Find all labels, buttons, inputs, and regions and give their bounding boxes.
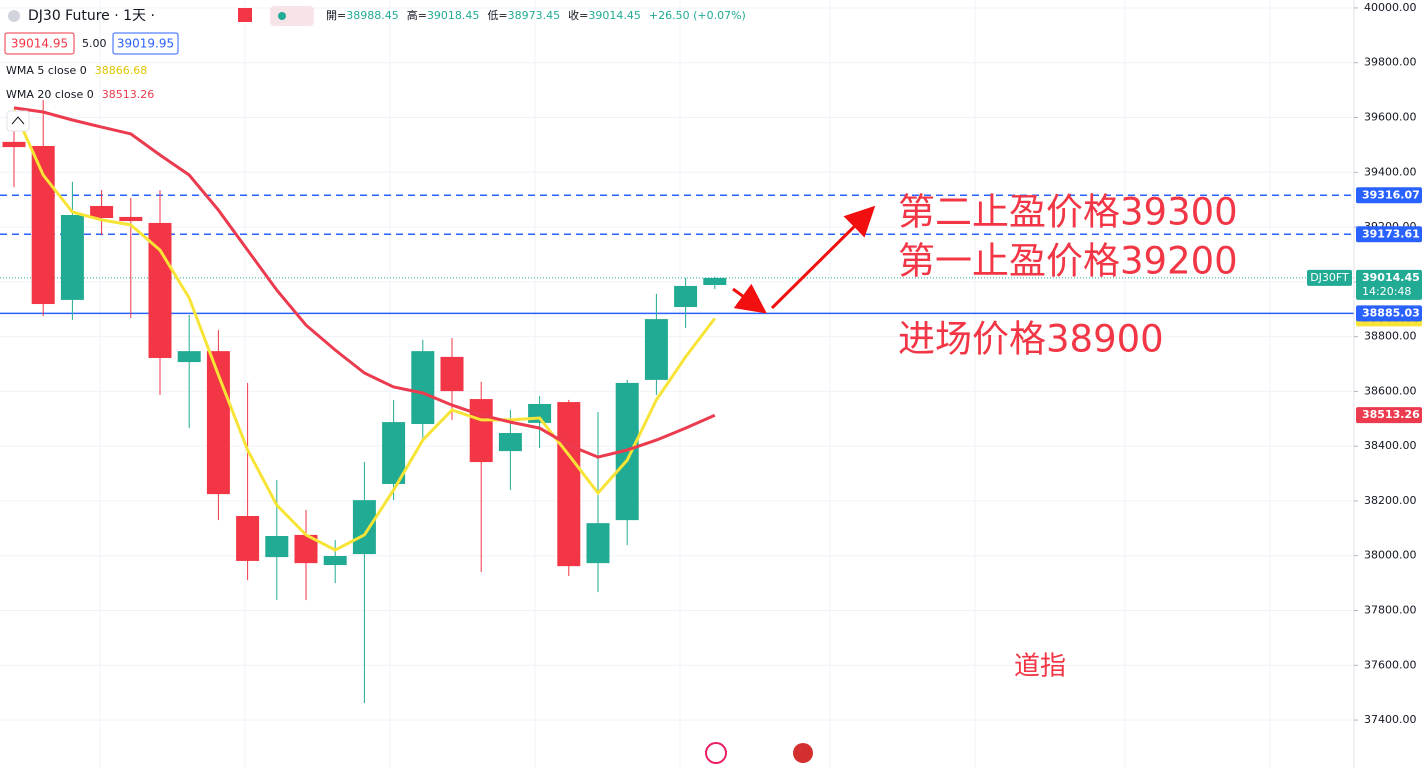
status-badge <box>270 6 314 26</box>
candle-body <box>265 536 289 558</box>
candle-body <box>352 500 376 555</box>
countdown: 14:20:48 <box>1362 285 1411 298</box>
flag-button[interactable] <box>238 8 252 22</box>
y-tick-label: 37600.00 <box>1364 658 1417 671</box>
indicator-line <box>13 106 716 459</box>
legend-name: WMA 20 close 0 <box>6 88 94 101</box>
candle-body <box>498 433 522 452</box>
candle-body <box>294 534 318 564</box>
y-tick-label: 37800.00 <box>1364 604 1417 617</box>
legend-value: 38866.68 <box>95 64 148 77</box>
y-tick-label: 38000.00 <box>1364 549 1417 562</box>
spread: 5.00 <box>82 37 107 50</box>
symbol-icon <box>8 10 20 22</box>
indicator-line <box>12 109 716 552</box>
y-tick-label: 38400.00 <box>1364 439 1417 452</box>
axis-price-label <box>1356 305 1422 322</box>
axis-price-label <box>1356 407 1422 424</box>
stat-label: 高= <box>407 8 427 22</box>
candle-body <box>323 556 347 566</box>
collapse-icon <box>11 116 25 125</box>
annotation: 第一止盈价格39200 <box>898 240 1238 283</box>
vertical-grid <box>99 0 1271 768</box>
axis-price-text: 39173.61 <box>1362 227 1420 240</box>
stat-label: 收= <box>568 8 588 22</box>
y-tick-label: 39600.00 <box>1364 111 1417 124</box>
candle-body <box>31 145 55 305</box>
bid-box[interactable] <box>4 32 75 55</box>
legend-value: 38513.26 <box>102 88 155 101</box>
candle-body <box>557 402 581 567</box>
y-tick-label: 39400.00 <box>1364 165 1417 178</box>
y-tick-label: 37400.00 <box>1364 713 1417 726</box>
chart-title: DJ30 Future · 1天 · <box>28 8 155 24</box>
legend-entry: WMA 20 close 0 38513.26 <box>6 88 154 101</box>
y-tick-label: 38800.00 <box>1364 330 1417 343</box>
stat-value: 38988.45 <box>346 9 399 22</box>
arrow <box>770 205 876 310</box>
legend-name: WMA 5 close 0 <box>6 64 87 77</box>
candle-body <box>2 141 26 148</box>
y-tick-label: 38200.00 <box>1364 494 1417 507</box>
y-tick-label: 39800.00 <box>1364 56 1417 69</box>
stat-value: +26.50 (+0.07%) <box>649 9 746 22</box>
ask: 39019.95 <box>117 37 174 51</box>
candle-body <box>674 285 698 308</box>
annotation: 进场价格38900 <box>898 318 1164 361</box>
candle-body <box>586 523 610 564</box>
collapse-button[interactable] <box>6 110 30 132</box>
stat-label: 低= <box>487 9 507 22</box>
status-dot <box>278 12 286 20</box>
annotation: 第二止盈价格39300 <box>898 191 1238 234</box>
arrow <box>732 283 767 314</box>
symbol-tag <box>1307 269 1352 286</box>
candle-body <box>177 351 201 363</box>
axis-price-label <box>1356 226 1422 243</box>
candle-body <box>236 516 260 561</box>
ask-box[interactable] <box>112 32 179 55</box>
stat-value: 38973.45 <box>508 9 561 22</box>
flag-icon[interactable] <box>793 743 813 763</box>
bid: 39014.95 <box>11 37 68 51</box>
candle-body <box>119 216 143 222</box>
candle-body <box>90 205 114 219</box>
axis-price-label <box>1356 269 1422 300</box>
ohlc-stats: 開=38988.45 高=39018.45 低=38973.45 收=39014.45… <box>326 8 746 22</box>
y-tick-label: 38600.00 <box>1364 384 1417 397</box>
axis-price-text: 38885.03 <box>1362 306 1420 319</box>
axis-price-text: 38513.26 <box>1362 408 1420 421</box>
legend-entry: WMA 5 close 0 38866.68 <box>6 64 147 77</box>
y-tick-label: 40000.00 <box>1364 1 1417 14</box>
candle-body <box>411 351 435 424</box>
stat-value: 39014.45 <box>588 9 641 22</box>
candle-body <box>644 319 668 380</box>
stat-value: 39018.45 <box>427 9 480 22</box>
axis-price-text: 39014.45 <box>1362 271 1420 284</box>
symbol-tag-text: DJ30FT <box>1310 271 1349 284</box>
event-icon[interactable] <box>705 742 727 764</box>
candle-body <box>469 399 493 463</box>
axis-price-label <box>1356 187 1422 204</box>
candle-body <box>440 356 464 392</box>
candle-body <box>703 277 727 286</box>
axis-price-text: 39316.07 <box>1362 188 1420 201</box>
stat-label: 開= <box>326 9 346 22</box>
annotation: 道指 <box>1014 652 1066 682</box>
candle-body <box>382 422 406 484</box>
candle-body <box>60 215 84 300</box>
